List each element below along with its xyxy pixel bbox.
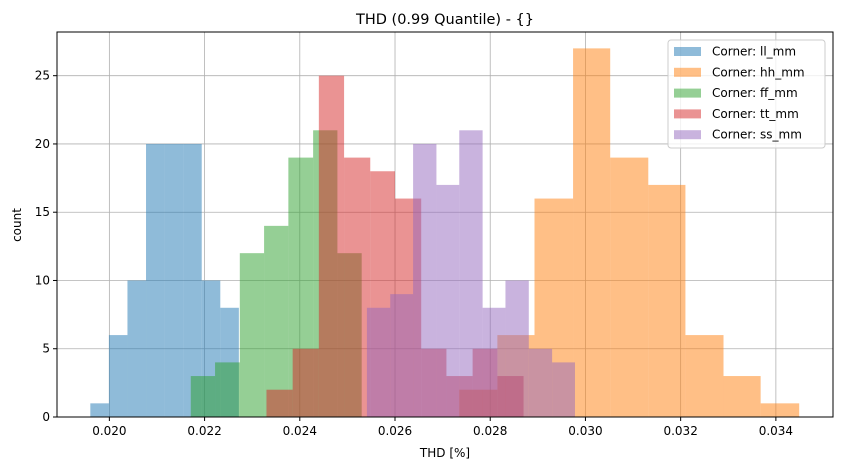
histogram-bar: [505, 280, 529, 417]
histogram-bar: [685, 335, 724, 417]
histogram-bar: [127, 280, 147, 417]
histogram-bar: [146, 143, 165, 417]
legend-swatch: [674, 109, 701, 119]
histogram-bars: [90, 48, 800, 418]
x-tick-label: 0.026: [378, 424, 412, 438]
histogram-bar: [723, 376, 761, 417]
histogram-bar: [552, 362, 575, 417]
x-tick-label: 0.022: [187, 424, 221, 438]
x-tick-label: 0.028: [473, 424, 507, 438]
legend-swatch: [674, 130, 701, 140]
histogram-bar: [183, 143, 202, 417]
x-axis-label: THD [%]: [419, 446, 470, 460]
series-cornerss_mm: [366, 130, 575, 418]
histogram-bar: [239, 253, 265, 417]
histogram-bar: [760, 403, 800, 417]
y-tick-label: 5: [42, 342, 50, 356]
histogram-bar: [413, 143, 437, 417]
histogram-bar: [318, 75, 345, 418]
chart-title: THD (0.99 Quantile) - {}: [355, 12, 534, 28]
legend-swatch: [674, 67, 701, 77]
histogram-bar: [108, 335, 128, 417]
histogram-bar: [90, 403, 109, 417]
legend-label: Corner: ff_mm: [712, 86, 798, 100]
x-tick-label: 0.024: [283, 424, 317, 438]
histogram-bar: [164, 143, 184, 417]
legend-label: Corner: ss_mm: [712, 128, 802, 142]
histogram-bar: [648, 184, 686, 417]
histogram-bar: [459, 130, 483, 418]
histogram-bar: [610, 157, 649, 417]
x-tick-label: 0.034: [759, 424, 793, 438]
histogram-bar: [436, 184, 460, 417]
legend-box: [667, 39, 826, 149]
legend: Corner: ll_mm Corner: hh_mm Corner: ff_mm C…: [667, 39, 826, 149]
legend-label: Corner: tt_mm: [712, 107, 799, 121]
histogram-bar: [215, 362, 240, 417]
legend-label: Corner: ll_mm: [712, 45, 796, 59]
histogram-bar: [366, 307, 391, 417]
histogram-bar: [264, 225, 289, 417]
histogram-bar: [190, 376, 216, 417]
plot-frame: [56, 31, 834, 418]
x-axis-ticks: 0.020 0.022 0.024 0.026 0.028 0.030 0.032 0.034: [92, 417, 793, 438]
y-axis-label: count: [10, 208, 24, 242]
legend-label: Corner: hh_mm: [712, 65, 805, 79]
legend-swatch: [674, 47, 701, 56]
y-tick-label: 25: [35, 69, 50, 83]
series-cornerhh_mm: [459, 48, 800, 417]
histogram-bar: [292, 348, 319, 417]
legend-swatch: [674, 88, 701, 98]
y-tick-label: 20: [35, 137, 50, 151]
histogram-bar: [573, 48, 611, 417]
histogram-bar: [482, 307, 506, 417]
x-tick-label: 0.020: [92, 424, 126, 438]
histogram-bar: [390, 294, 414, 417]
y-tick-label: 10: [35, 273, 50, 287]
y-tick-label: 0: [42, 410, 50, 424]
y-axis-ticks: 0 5 10 15 20 25: [35, 69, 57, 424]
histogram-bar: [266, 389, 293, 417]
histogram-bar: [528, 348, 553, 417]
x-tick-label: 0.032: [663, 424, 697, 438]
histogram-bar: [344, 157, 371, 417]
x-tick-label: 0.030: [568, 424, 602, 438]
y-tick-label: 15: [35, 205, 50, 219]
